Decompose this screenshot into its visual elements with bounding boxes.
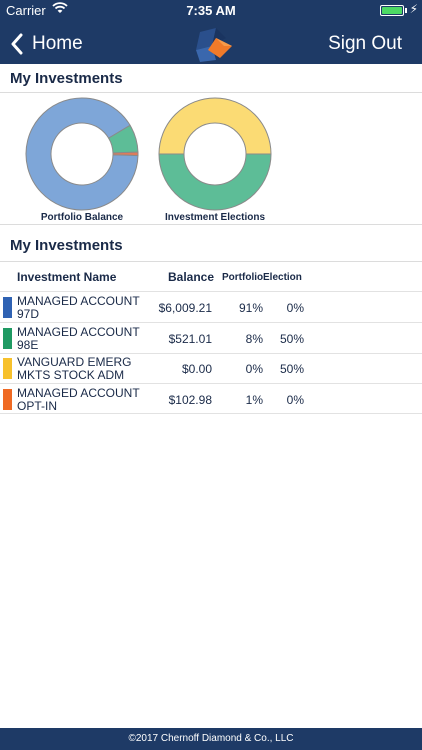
column-header-election: Election xyxy=(263,272,302,283)
battery-tip xyxy=(405,8,407,13)
investment-elections-chart[interactable]: Investment Elections xyxy=(157,96,273,223)
table-divider xyxy=(0,353,422,354)
table-divider xyxy=(0,291,422,292)
investment-elections-label: Investment Elections xyxy=(164,212,266,223)
home-label: Home xyxy=(32,33,83,54)
table-row[interactable]: VANGUARD EMERG MKTS STOCK ADM $0.00 0% 5… xyxy=(0,353,422,383)
charging-icon: ⚡ xyxy=(409,2,418,16)
wifi-icon xyxy=(52,1,68,18)
table-row[interactable]: MANAGED ACCOUNT 97D $6,009.21 91% 0% xyxy=(0,292,422,322)
portfolio-balance-label: Portfolio Balance xyxy=(40,212,124,223)
donut-slice xyxy=(25,97,139,211)
investment-portfolio-pct: 91% xyxy=(238,301,263,315)
column-header-balance: Balance xyxy=(168,270,215,284)
investment-balance: $102.98 xyxy=(168,393,212,407)
investment-name: VANGUARD EMERG MKTS STOCK ADM xyxy=(17,355,132,382)
donut-slice xyxy=(158,153,272,211)
investment-name: MANAGED ACCOUNT OPT-IN xyxy=(17,386,140,413)
donut-slice xyxy=(158,97,272,155)
status-time: 7:35 AM xyxy=(186,3,236,18)
home-back-button[interactable]: Home xyxy=(10,30,83,58)
divider xyxy=(0,261,422,262)
carrier-label: Carrier xyxy=(6,3,46,18)
charts-section-title: My Investments xyxy=(10,70,123,87)
investment-election-pct: 50% xyxy=(279,362,304,376)
column-header-portfolio: Portfolio xyxy=(222,272,264,283)
column-header-name: Investment Name xyxy=(17,270,117,284)
table-divider xyxy=(0,322,422,323)
portfolio-balance-chart[interactable]: Portfolio Balance xyxy=(24,96,140,223)
investment-name: MANAGED ACCOUNT 98E xyxy=(17,325,140,352)
color-swatch xyxy=(3,389,12,410)
portfolio-balance-donut xyxy=(25,97,139,211)
company-logo-icon xyxy=(196,28,232,62)
table-divider xyxy=(0,413,422,414)
color-swatch xyxy=(3,328,12,349)
footer-copyright: ©2017 Chernoff Diamond & Co., LLC xyxy=(0,728,422,750)
investment-election-pct: 0% xyxy=(286,393,304,407)
color-swatch xyxy=(3,358,12,379)
chevron-left-icon xyxy=(11,33,23,55)
color-swatch xyxy=(3,297,12,318)
table-row[interactable]: MANAGED ACCOUNT 98E $521.01 8% 50% xyxy=(0,323,422,353)
investment-election-pct: 50% xyxy=(279,332,304,346)
sign-out-button[interactable]: Sign Out xyxy=(328,33,402,54)
table-section-title: My Investments xyxy=(10,237,123,254)
investment-balance: $521.01 xyxy=(168,332,212,346)
battery-icon xyxy=(380,5,404,16)
status-bar: Carrier 7:35 AM ⚡ xyxy=(0,0,422,20)
donut-slice xyxy=(107,124,139,154)
investment-elections-donut xyxy=(158,97,272,211)
table-divider xyxy=(0,383,422,384)
investment-election-pct: 0% xyxy=(286,301,304,315)
divider xyxy=(0,224,422,225)
investment-portfolio-pct: 8% xyxy=(245,332,263,346)
divider xyxy=(0,92,422,93)
app-header: Carrier 7:35 AM ⚡ Home Sign Out xyxy=(0,0,422,64)
investment-name: MANAGED ACCOUNT 97D xyxy=(17,294,140,321)
investment-balance: $0.00 xyxy=(181,362,212,376)
investment-balance: $6,009.21 xyxy=(158,301,212,315)
table-row[interactable]: MANAGED ACCOUNT OPT-IN $102.98 1% 0% xyxy=(0,384,422,414)
investment-portfolio-pct: 1% xyxy=(245,393,263,407)
investment-portfolio-pct: 0% xyxy=(245,362,263,376)
